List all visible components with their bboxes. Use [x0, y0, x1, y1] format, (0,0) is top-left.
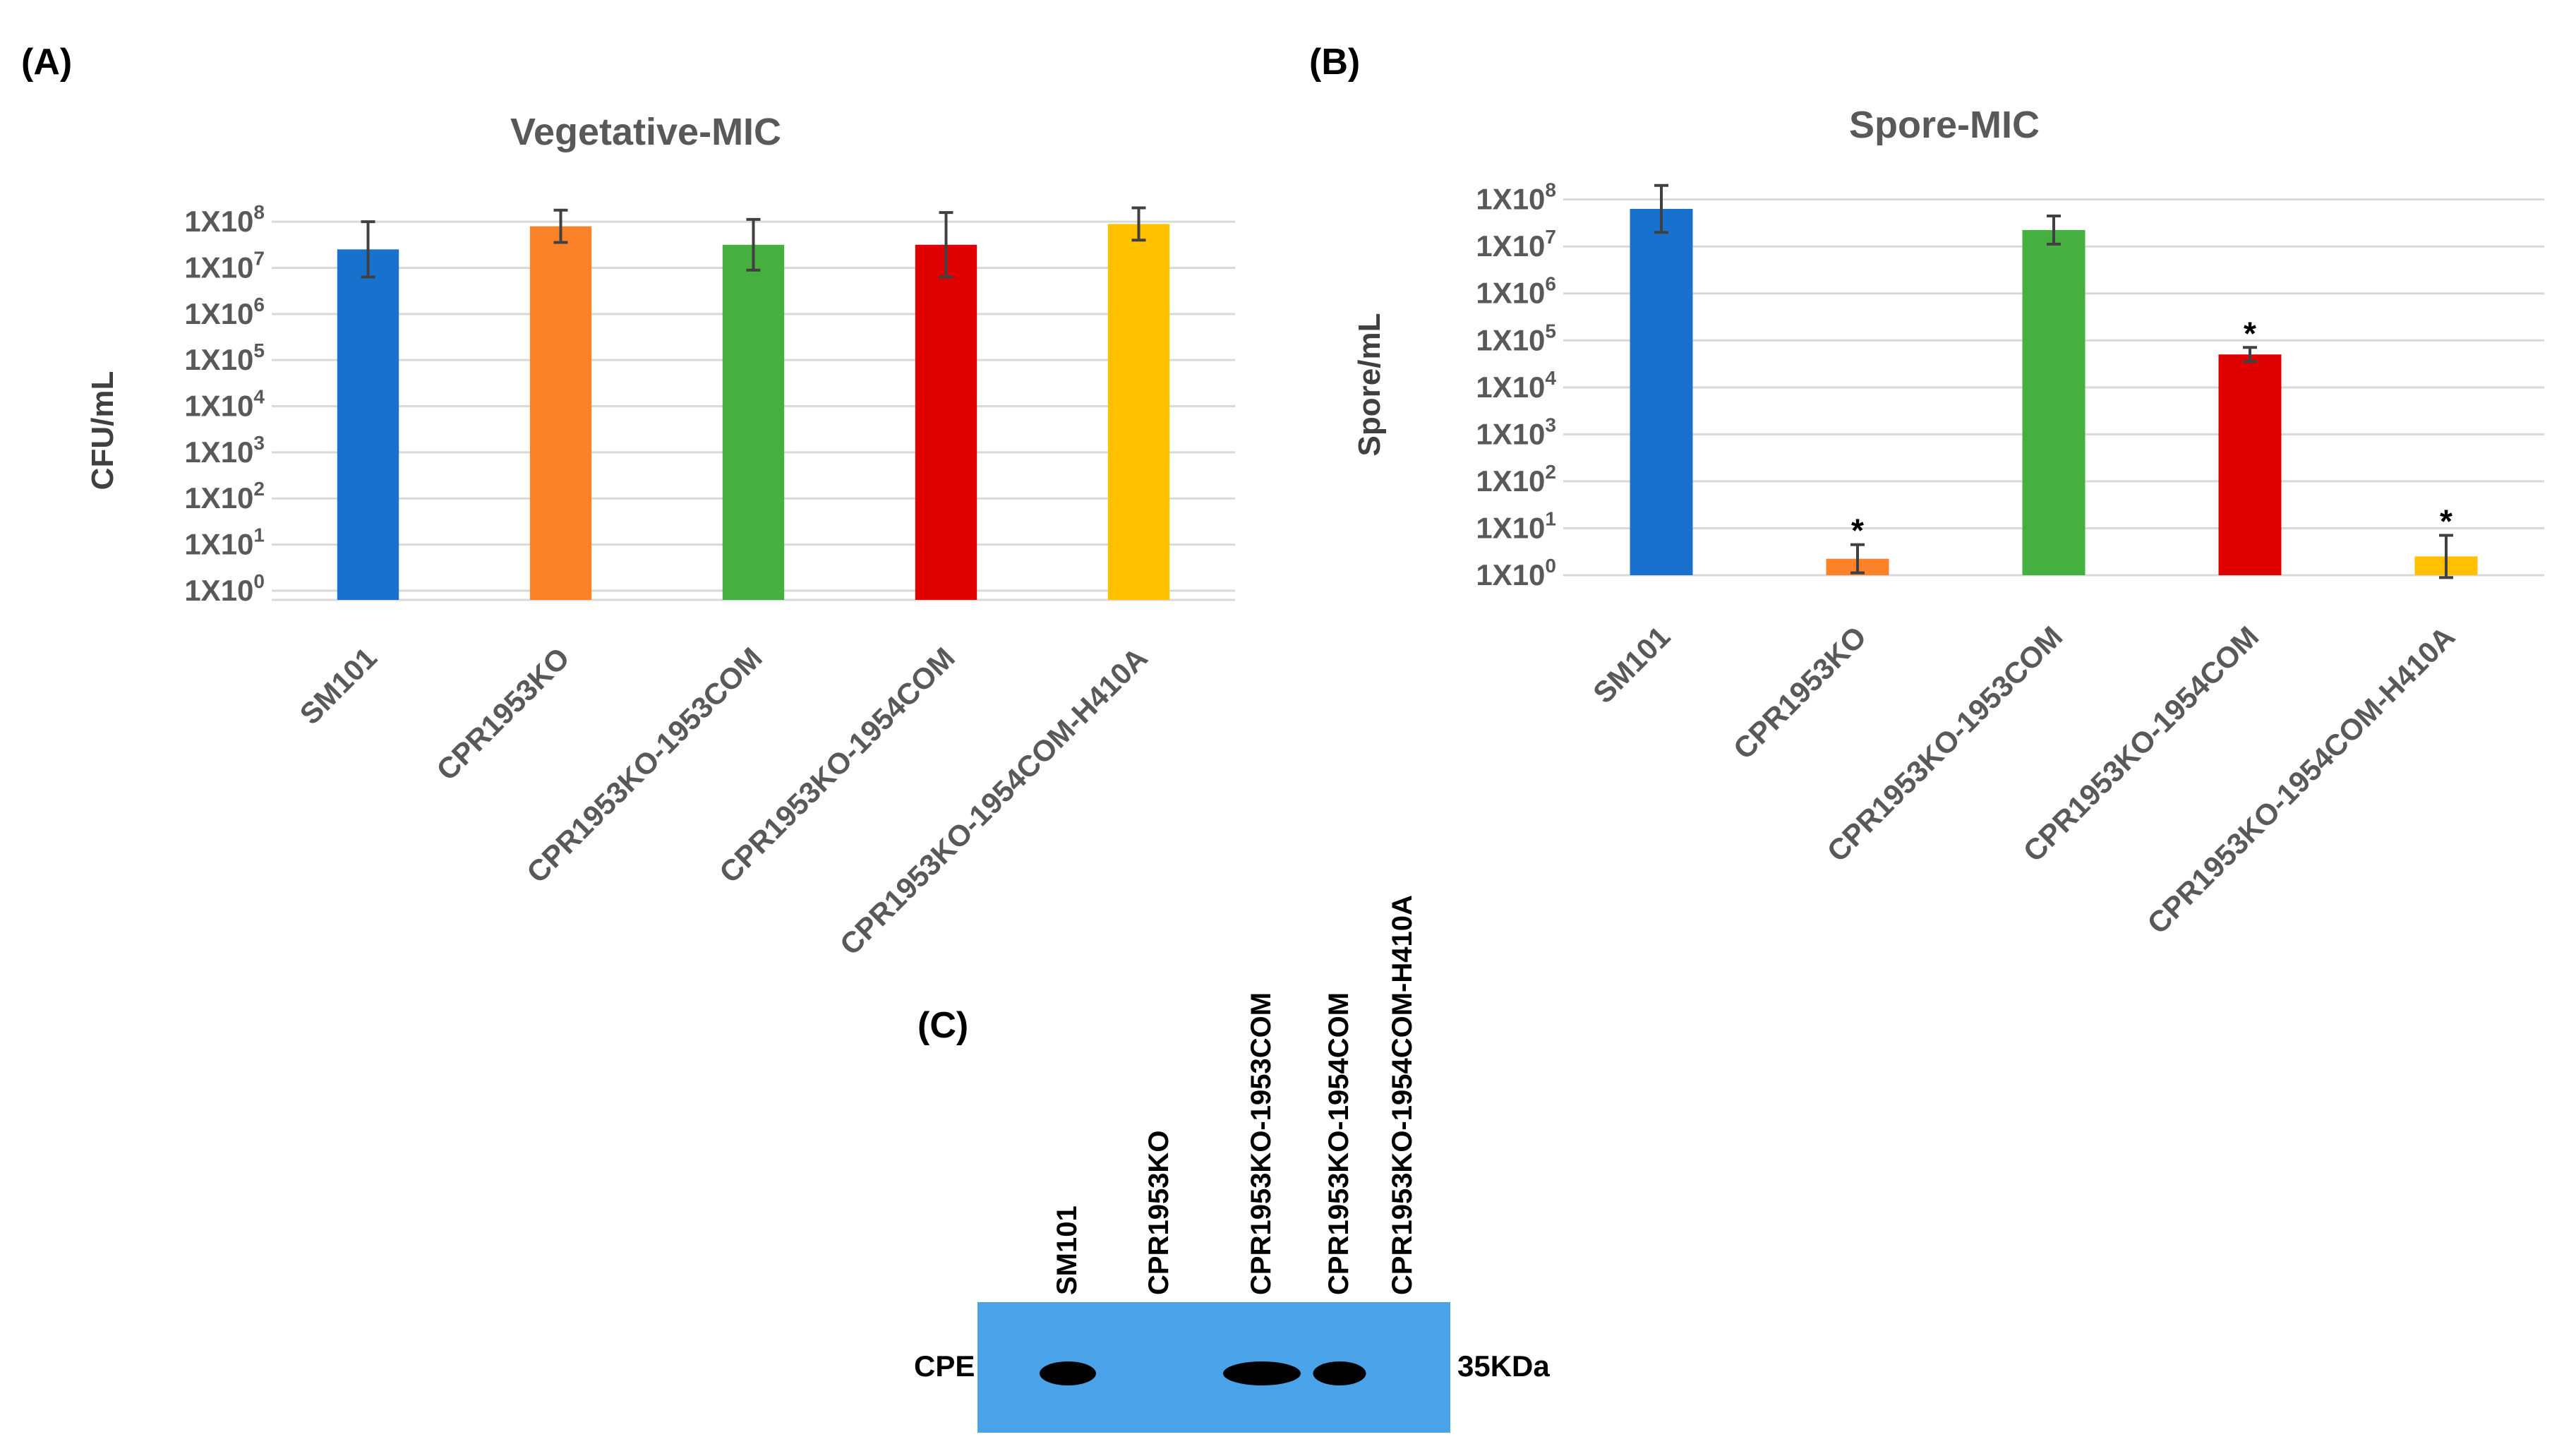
western-blot: CPE 35KDa SM101 CPR1953KO CPR1953KO-1953CO…	[914, 895, 1550, 1433]
x-tick-label: CPR1953KO-1954COM-H410A	[833, 641, 1154, 961]
bar-cpr1953ko-1953com	[2022, 229, 2085, 575]
error-bar	[2047, 214, 2061, 246]
error-bar	[361, 220, 375, 279]
y-tick-label: 1X100	[1476, 555, 1556, 591]
x-tick-label: CPR1953KO-1954COM-H410A	[2141, 620, 2461, 940]
y-tick-label: 1X100	[184, 570, 265, 607]
chart-vegetative-mic: Vegetative-MIC CFU/mL 1X100 1X101 1X102 1X1…	[85, 111, 1235, 961]
y-tick-label: 1X101	[1476, 507, 1556, 544]
significance-marker: *	[2244, 315, 2256, 351]
y-axis-label: Spore/mL	[1352, 313, 1387, 457]
y-tick-label: 1X104	[1476, 367, 1556, 404]
y-tick-label: 1X105	[184, 339, 265, 376]
y-tick-label: 1X108	[184, 201, 265, 238]
blot-lane-label: CPR1953KO-1954COM-H410A	[1387, 895, 1418, 1295]
y-tick-label: 1X106	[184, 294, 265, 330]
bar-cpr1953ko-1954com	[2218, 354, 2282, 575]
chart-spore-mic: Spore-MIC Spore/mL 1X100 1X101 1X102 1X103 1…	[1352, 104, 2544, 940]
chart-title: Vegetative-MIC	[510, 111, 781, 153]
y-axis-label: CFU/mL	[85, 371, 120, 491]
y-tick-label: 1X105	[1476, 320, 1556, 356]
error-bar	[2439, 534, 2453, 579]
error-bar	[1654, 183, 1668, 234]
y-tick-label: 1X104	[184, 386, 265, 423]
x-tick-label: CPR1953KO	[1727, 620, 1873, 766]
x-tick-label: CPR1953KO	[430, 641, 576, 787]
blot-band	[1313, 1361, 1366, 1385]
y-tick-label: 1X107	[184, 247, 265, 284]
significance-marker: *	[1851, 512, 1864, 549]
error-bar	[1850, 543, 1865, 574]
panel-label-c: (C)	[917, 1005, 968, 1046]
y-tick-label: 1X103	[1476, 414, 1556, 450]
blot-lane-label: SM101	[1052, 1205, 1083, 1295]
y-tick-label: 1X102	[1476, 461, 1556, 498]
y-tick-label: 1X101	[184, 524, 265, 561]
panel-label-b: (B)	[1309, 42, 1360, 83]
y-tick-label: 1X103	[184, 432, 265, 469]
bar-cpr1953ko-1954com	[915, 244, 977, 600]
bar-cpr1953ko-1954com-h410a	[1107, 224, 1170, 600]
bar-sm101	[337, 249, 399, 600]
x-tick-label: SM101	[1587, 620, 1676, 709]
blot-size-label: 35KDa	[1457, 1349, 1550, 1383]
blot-lane-label: CPR1953KO	[1143, 1131, 1174, 1295]
chart-title: Spore-MIC	[1849, 104, 2040, 146]
y-tick-label: 1X106	[1476, 273, 1556, 310]
blot-lane-label: CPR1953KO-1954COM	[1323, 992, 1354, 1295]
y-tick-label: 1X107	[1476, 226, 1556, 263]
y-tick-label: 1X102	[184, 478, 265, 515]
blot-row-label: CPE	[914, 1349, 975, 1383]
bar-cpr1953ko	[529, 226, 592, 600]
bar-cpr1953ko-1953com	[722, 244, 785, 600]
error-bar	[553, 208, 568, 244]
blot-band	[1040, 1361, 1096, 1385]
panel-label-a: (A)	[21, 42, 72, 83]
x-tick-label: SM101	[294, 641, 383, 730]
y-tick-label: 1X108	[1476, 179, 1556, 216]
error-bar	[939, 211, 953, 279]
error-bar	[2243, 346, 2257, 363]
error-bar	[746, 217, 761, 272]
blot-band	[1223, 1361, 1301, 1385]
significance-marker: *	[2440, 503, 2452, 539]
blot-lane-label: CPR1953KO-1953COM	[1246, 992, 1277, 1295]
error-bar	[1131, 206, 1146, 242]
bar-sm101	[1630, 208, 1693, 575]
